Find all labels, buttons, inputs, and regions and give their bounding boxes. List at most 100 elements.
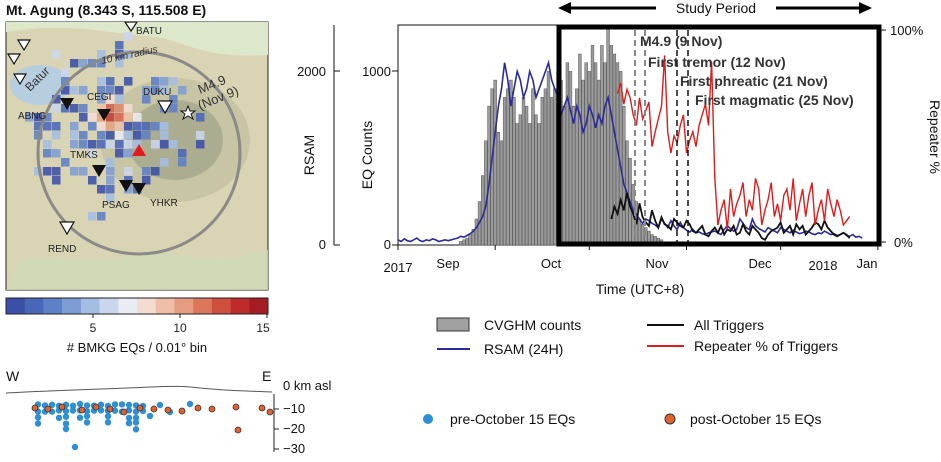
eq-density-cell	[79, 140, 88, 149]
eq-density-cell	[178, 158, 187, 167]
eq-density-cell	[124, 185, 133, 194]
cvghm-bar	[524, 105, 529, 246]
hypocenter-pre	[186, 400, 194, 408]
station-open-triangle	[6, 53, 22, 66]
eq-density-cell	[79, 167, 88, 176]
colorbar-segment	[43, 298, 63, 314]
map-title: Mt. Agung (8.343 S, 115.508 E)	[6, 2, 206, 18]
hypocenter-pre	[48, 401, 56, 408]
eq-density-cell	[97, 185, 106, 194]
colorbar-segment	[80, 298, 100, 314]
eq-density-cell	[115, 95, 124, 104]
eq-density-cell	[160, 140, 169, 149]
eq-density-cell	[52, 149, 61, 158]
colorbar-tick-label: 5	[90, 321, 97, 335]
eq-density-cell	[124, 167, 133, 176]
eq-density-cell	[106, 86, 115, 95]
cvghm-bar	[521, 97, 526, 246]
cvghm-bar	[471, 229, 475, 246]
eq-density-cell	[43, 113, 52, 122]
timeseries-chart: 0 2000 RSAM 0 1000 EQ Counts M4.9 (9 Nov…	[297, 0, 941, 297]
eq-density-cell	[142, 95, 151, 104]
cvghm-bar	[540, 97, 544, 246]
eq-density-cell	[52, 95, 61, 104]
colorbar-segment	[137, 298, 156, 314]
hypocenter-pre	[62, 407, 70, 415]
hypocenter-pre	[83, 419, 91, 426]
cvghm-bar	[515, 123, 519, 246]
hypocenter-post	[136, 404, 144, 412]
eq-density-cell	[169, 104, 178, 113]
eq-density-cell	[124, 113, 133, 122]
eq-tick-label: 0	[384, 237, 391, 252]
eq-density-cell	[70, 167, 79, 176]
eq-density-cell	[106, 104, 115, 113]
eq-density-cell	[124, 140, 133, 149]
eq-density-cell	[61, 86, 70, 95]
hypocenter-pre	[125, 414, 133, 422]
eq-density-cell	[115, 113, 124, 122]
x-tick-labels: 2017 Sep Oct Nov Dec 2018 Jan	[384, 256, 878, 275]
hypocenter-pre	[97, 401, 105, 408]
hypocenter-post	[58, 403, 66, 411]
eq-density-cell	[106, 131, 115, 140]
eq-density-cell	[34, 113, 43, 122]
eq-density-cell	[70, 140, 79, 149]
hypocenter-pre	[132, 419, 140, 426]
eq-density-cell	[52, 122, 61, 131]
rsam-line	[397, 59, 863, 243]
eq-density-cell	[160, 77, 169, 86]
station-label-rend: REND	[48, 244, 76, 255]
cross-section-hypocenters	[31, 400, 274, 451]
eq-density-cell	[88, 149, 97, 158]
eq-density-cell	[133, 113, 142, 122]
hypocenter-post	[234, 426, 242, 434]
colorbar	[6, 298, 269, 314]
hypocenter-pre	[104, 419, 112, 426]
eq-density-cell	[97, 77, 106, 86]
colorbar-segment	[193, 298, 213, 314]
eq-density-cell	[79, 131, 88, 140]
hypocenter-post	[31, 404, 39, 412]
eq-density-cell	[124, 32, 133, 41]
hypocenter-post	[194, 404, 202, 412]
station-label-batu: BATU	[136, 26, 162, 37]
colorbar-segment	[155, 298, 175, 314]
eq-density-cell	[61, 104, 70, 113]
eq-density-cell	[151, 140, 160, 149]
eq-density-cell	[106, 77, 115, 86]
depth-label-20: −20	[283, 421, 305, 436]
cvghm-bar	[612, 53, 617, 246]
hypocenter-pre	[156, 401, 164, 409]
plot-area	[397, 24, 882, 246]
eq-density-cell	[142, 176, 151, 185]
station-label-yhkr: YHKR	[150, 198, 178, 209]
hypocenter-post	[232, 403, 240, 411]
hypocenter-pre	[34, 420, 42, 427]
legend-swatch-post	[664, 413, 676, 425]
eq-density-cell	[115, 41, 124, 50]
eq-density-cell	[124, 77, 133, 86]
hypocenter-pre	[34, 414, 42, 421]
cvghm-bar	[509, 79, 513, 246]
map: 10 km radius Batur BATU DUKU CEGI ABNG T…	[5, 21, 269, 291]
eq-density-cell	[88, 122, 97, 131]
cvghm-bar	[584, 62, 588, 246]
hypocenter-pre	[125, 401, 133, 409]
eq-density-cell	[79, 104, 88, 113]
hypocenter-pre	[69, 407, 77, 414]
eq-density-cell	[52, 50, 61, 59]
eq-density-cell	[52, 176, 61, 185]
annotation-tremor: First tremor (12 Nov)	[648, 54, 786, 70]
colorbar-segment	[211, 298, 231, 314]
hypocenter-post	[120, 408, 128, 416]
eq-density-cell	[115, 59, 124, 68]
eq-density-cell	[70, 86, 79, 95]
colorbar-frame	[5, 297, 269, 315]
colorbar-segment	[99, 298, 119, 314]
station-open-triangle	[16, 39, 32, 52]
eq-density-cell	[124, 122, 133, 131]
hypocenter-post	[266, 408, 274, 416]
map-south-lowland	[6, 250, 268, 290]
eq-density-cell	[97, 59, 106, 68]
